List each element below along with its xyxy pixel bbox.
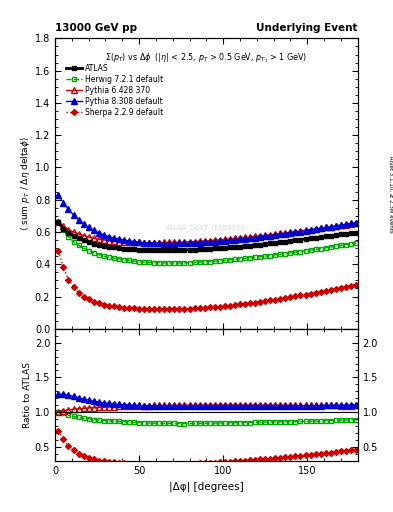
- Herwig 7.2.1 default: [248, 255, 252, 261]
- Pythia 8.308 default: [157, 240, 162, 246]
- Sherpa 2.2.9 default: [56, 248, 61, 254]
- X-axis label: |Δφ| [degrees]: |Δφ| [degrees]: [169, 481, 244, 492]
- Pythia 8.308 default: [354, 220, 358, 226]
- Pythia 8.308 default: [142, 240, 147, 246]
- Pythia 8.308 default: [132, 239, 136, 245]
- Herwig 7.2.1 default: [142, 259, 147, 265]
- ATLAS: [107, 244, 111, 250]
- Text: Rivet 3.1.10, ≥ 2.3M events: Rivet 3.1.10, ≥ 2.3M events: [389, 156, 393, 233]
- Sherpa 2.2.9 default: [157, 306, 162, 312]
- Sherpa 2.2.9 default: [354, 282, 358, 288]
- Pythia 6.428 370: [147, 240, 152, 246]
- Herwig 7.2.1 default: [152, 260, 156, 266]
- Line: ATLAS: ATLAS: [56, 220, 358, 252]
- ATLAS: [157, 247, 162, 253]
- Sherpa 2.2.9 default: [162, 306, 167, 312]
- Pythia 6.428 370: [162, 240, 167, 246]
- ATLAS: [142, 247, 147, 253]
- Sherpa 2.2.9 default: [142, 306, 147, 312]
- Sherpa 2.2.9 default: [132, 305, 136, 311]
- Pythia 8.308 default: [152, 240, 156, 246]
- Herwig 7.2.1 default: [162, 260, 167, 266]
- ATLAS: [152, 247, 156, 253]
- Pythia 8.308 default: [162, 241, 167, 247]
- Sherpa 2.2.9 default: [152, 306, 156, 312]
- Pythia 6.428 370: [354, 220, 358, 226]
- Text: $\Sigma(p_T)$ vs $\Delta\phi$  ($|\eta|$ < 2.5, $p_T$ > 0.5 GeV, $p_{T_1}$ > 1 G: $\Sigma(p_T)$ vs $\Delta\phi$ ($|\eta|$ …: [105, 52, 307, 65]
- Y-axis label: $\langle$ sum $p_T$ / $\Delta\eta$ delta$\phi\rangle$: $\langle$ sum $p_T$ / $\Delta\eta$ delta…: [19, 136, 32, 231]
- ATLAS: [56, 219, 61, 225]
- Sherpa 2.2.9 default: [248, 300, 252, 306]
- ATLAS: [162, 247, 167, 253]
- Herwig 7.2.1 default: [132, 258, 136, 264]
- Y-axis label: Ratio to ATLAS: Ratio to ATLAS: [23, 362, 32, 428]
- Line: Sherpa 2.2.9 default: Sherpa 2.2.9 default: [56, 249, 358, 311]
- Legend: ATLAS, Herwig 7.2.1 default, Pythia 6.428 370, Pythia 8.308 default, Sherpa 2.2.: ATLAS, Herwig 7.2.1 default, Pythia 6.42…: [65, 62, 165, 118]
- Text: Underlying Event: Underlying Event: [256, 23, 358, 33]
- Herwig 7.2.1 default: [56, 219, 61, 225]
- ATLAS: [354, 230, 358, 236]
- Line: Pythia 8.308 default: Pythia 8.308 default: [55, 192, 359, 246]
- Pythia 6.428 370: [142, 240, 147, 246]
- Text: 13000 GeV pp: 13000 GeV pp: [55, 23, 137, 33]
- Line: Herwig 7.2.1 default: Herwig 7.2.1 default: [56, 220, 358, 265]
- Pythia 8.308 default: [107, 233, 111, 240]
- ATLAS: [132, 246, 136, 252]
- Herwig 7.2.1 default: [354, 240, 358, 246]
- Text: ATLAS_2017_I1509919: ATLAS_2017_I1509919: [166, 224, 246, 230]
- Pythia 8.308 default: [56, 192, 61, 198]
- Pythia 6.428 370: [248, 234, 252, 240]
- Line: Pythia 6.428 370: Pythia 6.428 370: [55, 219, 359, 245]
- Pythia 6.428 370: [107, 238, 111, 244]
- Herwig 7.2.1 default: [107, 254, 111, 260]
- Sherpa 2.2.9 default: [107, 303, 111, 309]
- Pythia 6.428 370: [157, 240, 162, 246]
- Pythia 6.428 370: [132, 239, 136, 245]
- Herwig 7.2.1 default: [157, 260, 162, 266]
- Pythia 6.428 370: [56, 219, 61, 225]
- Pythia 8.308 default: [248, 235, 252, 241]
- ATLAS: [248, 243, 252, 249]
